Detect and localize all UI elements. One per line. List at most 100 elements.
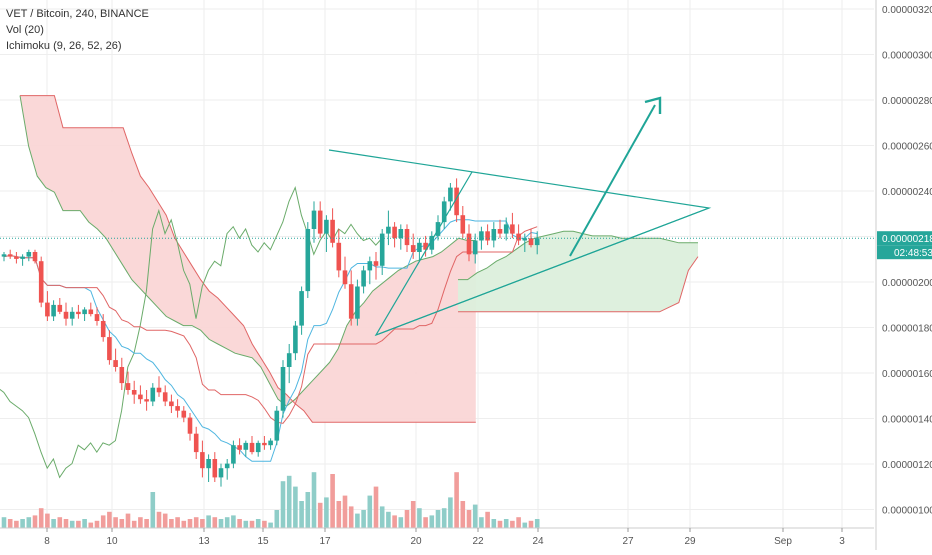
- candle-body: [522, 238, 528, 241]
- volume-bar: [479, 517, 484, 528]
- time-tick-label: 20: [410, 536, 422, 547]
- candle-body: [386, 226, 391, 234]
- volume-bar: [522, 522, 528, 528]
- volume-bar: [243, 520, 249, 528]
- time-tick-label: 8: [44, 536, 50, 547]
- candle-body: [268, 440, 273, 446]
- candle-body: [479, 231, 484, 241]
- kijun-sen-line: [3, 226, 538, 424]
- candle-body: [138, 394, 143, 400]
- volume-bar: [107, 511, 112, 528]
- time-axis[interactable]: 8 10 13 15 17 20 22 24 27 29 Sep 3: [0, 527, 874, 547]
- candle-body: [119, 367, 125, 384]
- candle-body: [243, 442, 249, 450]
- candle-body: [150, 387, 156, 402]
- candle-body: [410, 245, 416, 252]
- volume-bar: [144, 519, 149, 528]
- candle-body: [20, 256, 25, 259]
- price-tick-label: 0.00000160: [882, 369, 932, 380]
- volume-bar: [392, 515, 397, 528]
- legend-ichimoku[interactable]: Ichimoku (9, 26, 52, 26): [6, 40, 122, 52]
- candle-body: [88, 309, 94, 315]
- candle-body: [107, 337, 112, 361]
- volume-bar: [94, 520, 100, 528]
- price-tick-label: 0.00000140: [882, 415, 932, 426]
- time-tick-label: 24: [532, 536, 544, 547]
- price-tick-label: 0.00000100: [882, 506, 932, 517]
- volume-bar: [460, 501, 466, 528]
- volume-bars: [1, 472, 540, 528]
- volume-bar: [206, 515, 211, 528]
- volume-bar: [82, 519, 87, 528]
- time-tick-label: 22: [472, 536, 484, 547]
- volume-bar: [466, 510, 472, 528]
- candle-body: [516, 233, 521, 241]
- volume-bar: [212, 517, 218, 528]
- candle-body: [63, 311, 69, 319]
- volume-bar: [417, 508, 422, 528]
- legend-volume[interactable]: Vol (20): [6, 24, 44, 36]
- breakout-arrow-shaft[interactable]: [569, 104, 656, 257]
- volume-bar: [69, 520, 75, 528]
- candle-body: [355, 286, 360, 319]
- volume-bar: [305, 492, 311, 528]
- price-tick-label: 0.00000200: [882, 278, 932, 289]
- candle-body: [379, 233, 385, 266]
- volume-bar: [200, 519, 205, 528]
- volume-bar: [330, 474, 335, 528]
- price-axis[interactable]: 0.00000320 0.00000300 0.00000280 0.00000260…: [875, 0, 932, 550]
- volume-bar: [404, 510, 410, 528]
- candle-body: [131, 390, 137, 395]
- candle-body: [231, 445, 236, 464]
- volume-bar: [1, 517, 7, 528]
- volume-bar: [448, 497, 453, 528]
- volume-bar: [516, 517, 521, 528]
- volume-bar: [423, 517, 428, 528]
- volume-bar: [485, 511, 490, 528]
- breakout-arrow-head: [644, 96, 662, 114]
- candle-body: [361, 270, 366, 287]
- time-tick-label: 3: [839, 536, 845, 547]
- candle-body: [262, 442, 267, 446]
- volume-bar: [510, 520, 515, 528]
- volume-bar: [386, 511, 391, 528]
- volume-bar: [20, 519, 25, 528]
- legend-symbol[interactable]: VET / Bitcoin, 240, BINANCE: [6, 8, 149, 20]
- candle-body: [82, 309, 87, 315]
- volume-bar: [26, 517, 32, 528]
- candle-body: [398, 229, 404, 239]
- volume-bar: [435, 510, 441, 528]
- volume-bar: [361, 510, 366, 528]
- candle-body: [26, 252, 32, 257]
- current-price-tag: [877, 231, 932, 246]
- volume-bar: [355, 513, 360, 528]
- volume-bar: [348, 506, 354, 528]
- volume-bar: [429, 515, 435, 528]
- candle-body: [311, 210, 317, 229]
- volume-bar: [113, 517, 118, 528]
- candle-body: [156, 387, 162, 393]
- candle-body: [7, 254, 13, 257]
- candle-body: [404, 229, 410, 246]
- candle-body: [317, 210, 323, 234]
- volume-bar: [262, 520, 267, 528]
- ichimoku-cloud: [0, 95, 699, 479]
- volume-bar: [32, 515, 38, 528]
- senkou-span-b-line: [20, 95, 476, 423]
- volume-bar: [181, 520, 187, 528]
- triangle-lower-edge[interactable]: [375, 207, 710, 336]
- price-tick-label: 0.00000300: [882, 51, 932, 62]
- volume-bar: [187, 519, 193, 528]
- candle-body: [1, 254, 7, 257]
- volume-bar: [317, 502, 323, 528]
- trendline-drawings[interactable]: [0, 96, 874, 337]
- time-tick-label: 29: [684, 536, 696, 547]
- candle-body: [224, 463, 230, 469]
- volume-bar: [311, 472, 317, 528]
- candle-body: [472, 240, 478, 255]
- volume-bar: [119, 519, 125, 528]
- candle-body: [286, 353, 292, 367]
- volume-bar: [7, 519, 13, 528]
